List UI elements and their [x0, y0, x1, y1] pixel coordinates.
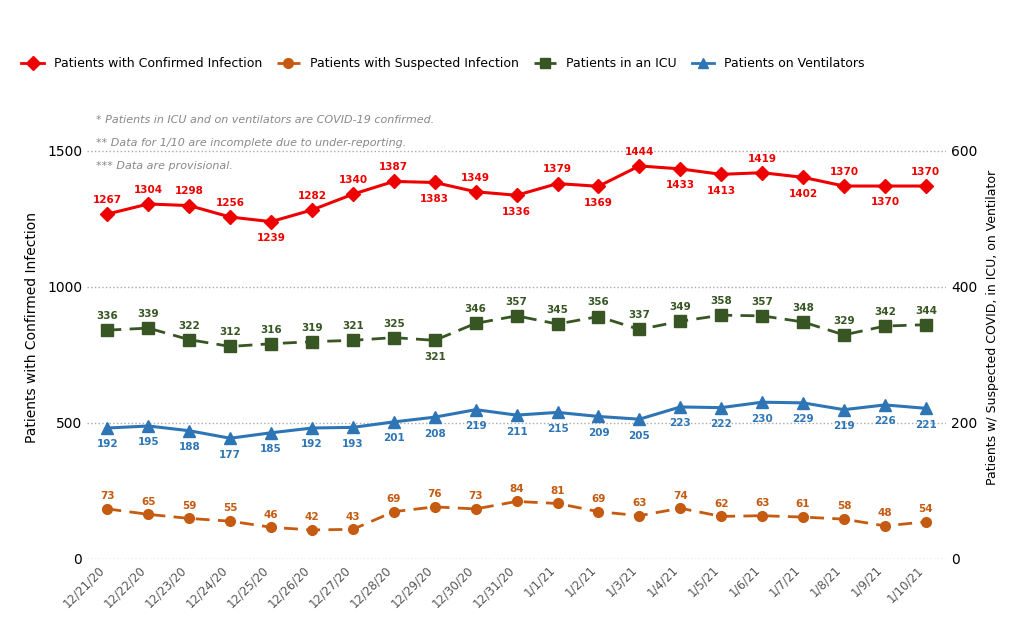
Text: 59: 59: [182, 501, 196, 511]
Text: 348: 348: [792, 303, 814, 313]
Text: 329: 329: [833, 316, 855, 325]
Text: 195: 195: [137, 437, 160, 447]
Text: 339: 339: [137, 309, 160, 319]
Text: COVID-19 Hospitalizations Reported by MS Hospitals, 12/21/20-1/10/21 *,**,***: COVID-19 Hospitalizations Reported by MS…: [12, 15, 784, 33]
Text: 316: 316: [260, 325, 282, 334]
Y-axis label: Patients w/ Suspected COVID, in ICU, on Ventilator: Patients w/ Suspected COVID, in ICU, on …: [986, 170, 998, 485]
Text: 1444: 1444: [625, 147, 654, 157]
Text: 69: 69: [387, 494, 401, 504]
Text: 345: 345: [546, 305, 569, 315]
Text: 55: 55: [223, 503, 237, 514]
Text: 58: 58: [837, 501, 851, 512]
Text: 325: 325: [383, 318, 405, 329]
Text: 1256: 1256: [216, 198, 244, 208]
Text: 61: 61: [796, 499, 810, 509]
Text: 211: 211: [505, 426, 528, 437]
Text: 209: 209: [587, 428, 610, 438]
Text: 208: 208: [424, 429, 446, 438]
Text: 358: 358: [710, 296, 732, 306]
Text: 1387: 1387: [380, 162, 408, 172]
Text: 69: 69: [591, 494, 606, 504]
Text: 215: 215: [546, 424, 569, 434]
Text: 192: 192: [301, 440, 323, 449]
Text: 337: 337: [628, 310, 651, 320]
Text: 74: 74: [673, 490, 687, 501]
Y-axis label: Patients with Confirmed Infection: Patients with Confirmed Infection: [25, 212, 39, 443]
Text: 322: 322: [178, 320, 201, 331]
Text: 319: 319: [301, 322, 323, 333]
Text: 346: 346: [464, 304, 487, 314]
Text: 177: 177: [219, 449, 241, 460]
Text: 63: 63: [632, 498, 647, 508]
Text: 185: 185: [260, 444, 282, 455]
Text: 65: 65: [141, 497, 155, 507]
Text: 43: 43: [346, 512, 360, 521]
Text: 342: 342: [874, 307, 896, 317]
Text: 188: 188: [178, 442, 201, 452]
Text: 336: 336: [96, 311, 119, 321]
Text: 42: 42: [305, 512, 319, 523]
Text: 62: 62: [714, 499, 728, 508]
Text: 223: 223: [669, 419, 692, 428]
Text: 1379: 1379: [543, 164, 572, 175]
Text: 192: 192: [96, 440, 119, 449]
Text: 357: 357: [751, 297, 773, 307]
Text: 54: 54: [919, 504, 933, 514]
Text: 357: 357: [505, 297, 528, 307]
Text: 1370: 1370: [911, 167, 940, 177]
Text: 1336: 1336: [502, 207, 531, 217]
Text: 1267: 1267: [93, 195, 122, 205]
Text: 344: 344: [915, 306, 937, 316]
Text: 1340: 1340: [339, 175, 367, 185]
Text: 1402: 1402: [789, 189, 817, 199]
Text: 1370: 1370: [871, 198, 899, 207]
Text: 219: 219: [464, 421, 487, 431]
Text: 226: 226: [874, 417, 896, 426]
Text: 1433: 1433: [666, 180, 695, 190]
Text: 1369: 1369: [584, 198, 613, 208]
Text: 219: 219: [833, 421, 855, 431]
Text: 312: 312: [219, 327, 241, 337]
Text: 221: 221: [915, 420, 937, 429]
Text: 205: 205: [628, 431, 651, 440]
Text: 1413: 1413: [707, 186, 736, 196]
Text: 63: 63: [755, 498, 769, 508]
Text: 46: 46: [264, 510, 278, 519]
Text: 229: 229: [792, 414, 814, 424]
Text: 321: 321: [424, 352, 446, 362]
Text: 230: 230: [751, 413, 773, 424]
Text: 356: 356: [587, 297, 610, 308]
Text: 1239: 1239: [257, 233, 285, 243]
Text: 222: 222: [710, 419, 732, 429]
Text: 48: 48: [878, 508, 892, 518]
Text: 1304: 1304: [134, 185, 163, 195]
Text: 76: 76: [428, 489, 442, 499]
Legend: Patients with Confirmed Infection, Patients with Suspected Infection, Patients i: Patients with Confirmed Infection, Patie…: [16, 53, 870, 75]
Text: * Patients in ICU and on ventilators are COVID-19 confirmed.: * Patients in ICU and on ventilators are…: [95, 115, 434, 125]
Text: 349: 349: [669, 302, 692, 312]
Text: 1383: 1383: [420, 194, 449, 204]
Text: *** Data are provisional.: *** Data are provisional.: [95, 161, 232, 171]
Text: 1298: 1298: [175, 186, 204, 196]
Text: ** Data for 1/10 are incomplete due to under-reporting.: ** Data for 1/10 are incomplete due to u…: [95, 138, 406, 148]
Text: 1282: 1282: [298, 191, 326, 201]
Text: 1419: 1419: [748, 153, 776, 164]
Text: 321: 321: [342, 321, 364, 331]
Text: 73: 73: [100, 491, 115, 501]
Text: 73: 73: [469, 491, 483, 501]
Text: 81: 81: [550, 486, 565, 496]
Text: 193: 193: [342, 438, 364, 449]
Text: 84: 84: [509, 483, 524, 494]
Text: 201: 201: [383, 433, 405, 444]
Text: 1370: 1370: [830, 167, 858, 177]
Text: 1349: 1349: [461, 173, 490, 182]
